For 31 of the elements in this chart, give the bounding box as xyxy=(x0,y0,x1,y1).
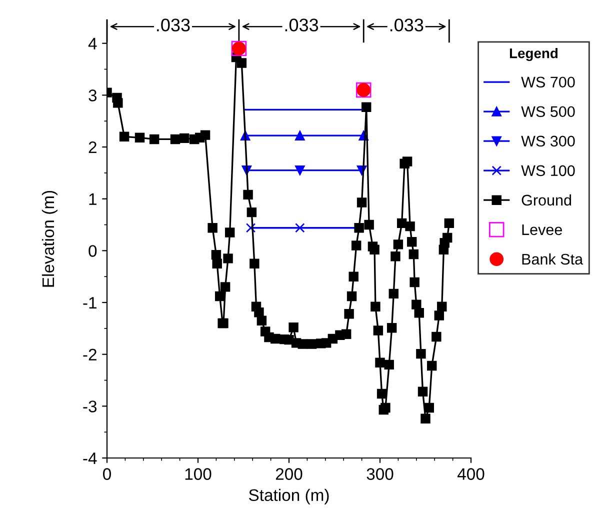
legend-label: Ground xyxy=(522,194,572,206)
legend-label: WS 100 xyxy=(521,165,575,176)
point xyxy=(295,130,305,140)
y-tick-label: -3 xyxy=(83,400,97,412)
legend-title: Legend xyxy=(510,48,558,62)
legend-label: WS 700 xyxy=(521,76,575,88)
y-tick-label: -1 xyxy=(83,297,96,309)
legend-label: WS 500 xyxy=(521,106,575,118)
point xyxy=(295,165,305,176)
point xyxy=(295,222,305,233)
x-tick-label: 0 xyxy=(103,468,111,480)
y-axis-title: Elevation (m) xyxy=(42,190,58,287)
x-tick-label: 200 xyxy=(276,468,302,480)
x-axis-title: Station (m) xyxy=(249,488,329,504)
x-tick-label: 300 xyxy=(366,468,394,480)
x-tick-label: 400 xyxy=(457,468,484,480)
x-tick-label: 100 xyxy=(185,468,212,480)
point xyxy=(246,222,256,233)
legend-label: Bank Sta xyxy=(522,253,584,265)
legend-label: WS 300 xyxy=(521,136,575,147)
y-tick-label: 0 xyxy=(88,245,97,257)
y-tick-label: -2 xyxy=(83,348,96,360)
y-tick-label: 2 xyxy=(88,141,96,154)
annotation: .033 xyxy=(157,18,190,32)
annotation: .033 xyxy=(285,18,318,32)
legend-label: Levee xyxy=(522,224,562,236)
y-tick-label: -4 xyxy=(83,452,97,464)
y-tick-label: 1 xyxy=(89,193,96,205)
annotation: .033 xyxy=(390,18,424,32)
y-tick-label: 3 xyxy=(88,90,97,102)
y-tick-label: 4 xyxy=(88,38,97,50)
